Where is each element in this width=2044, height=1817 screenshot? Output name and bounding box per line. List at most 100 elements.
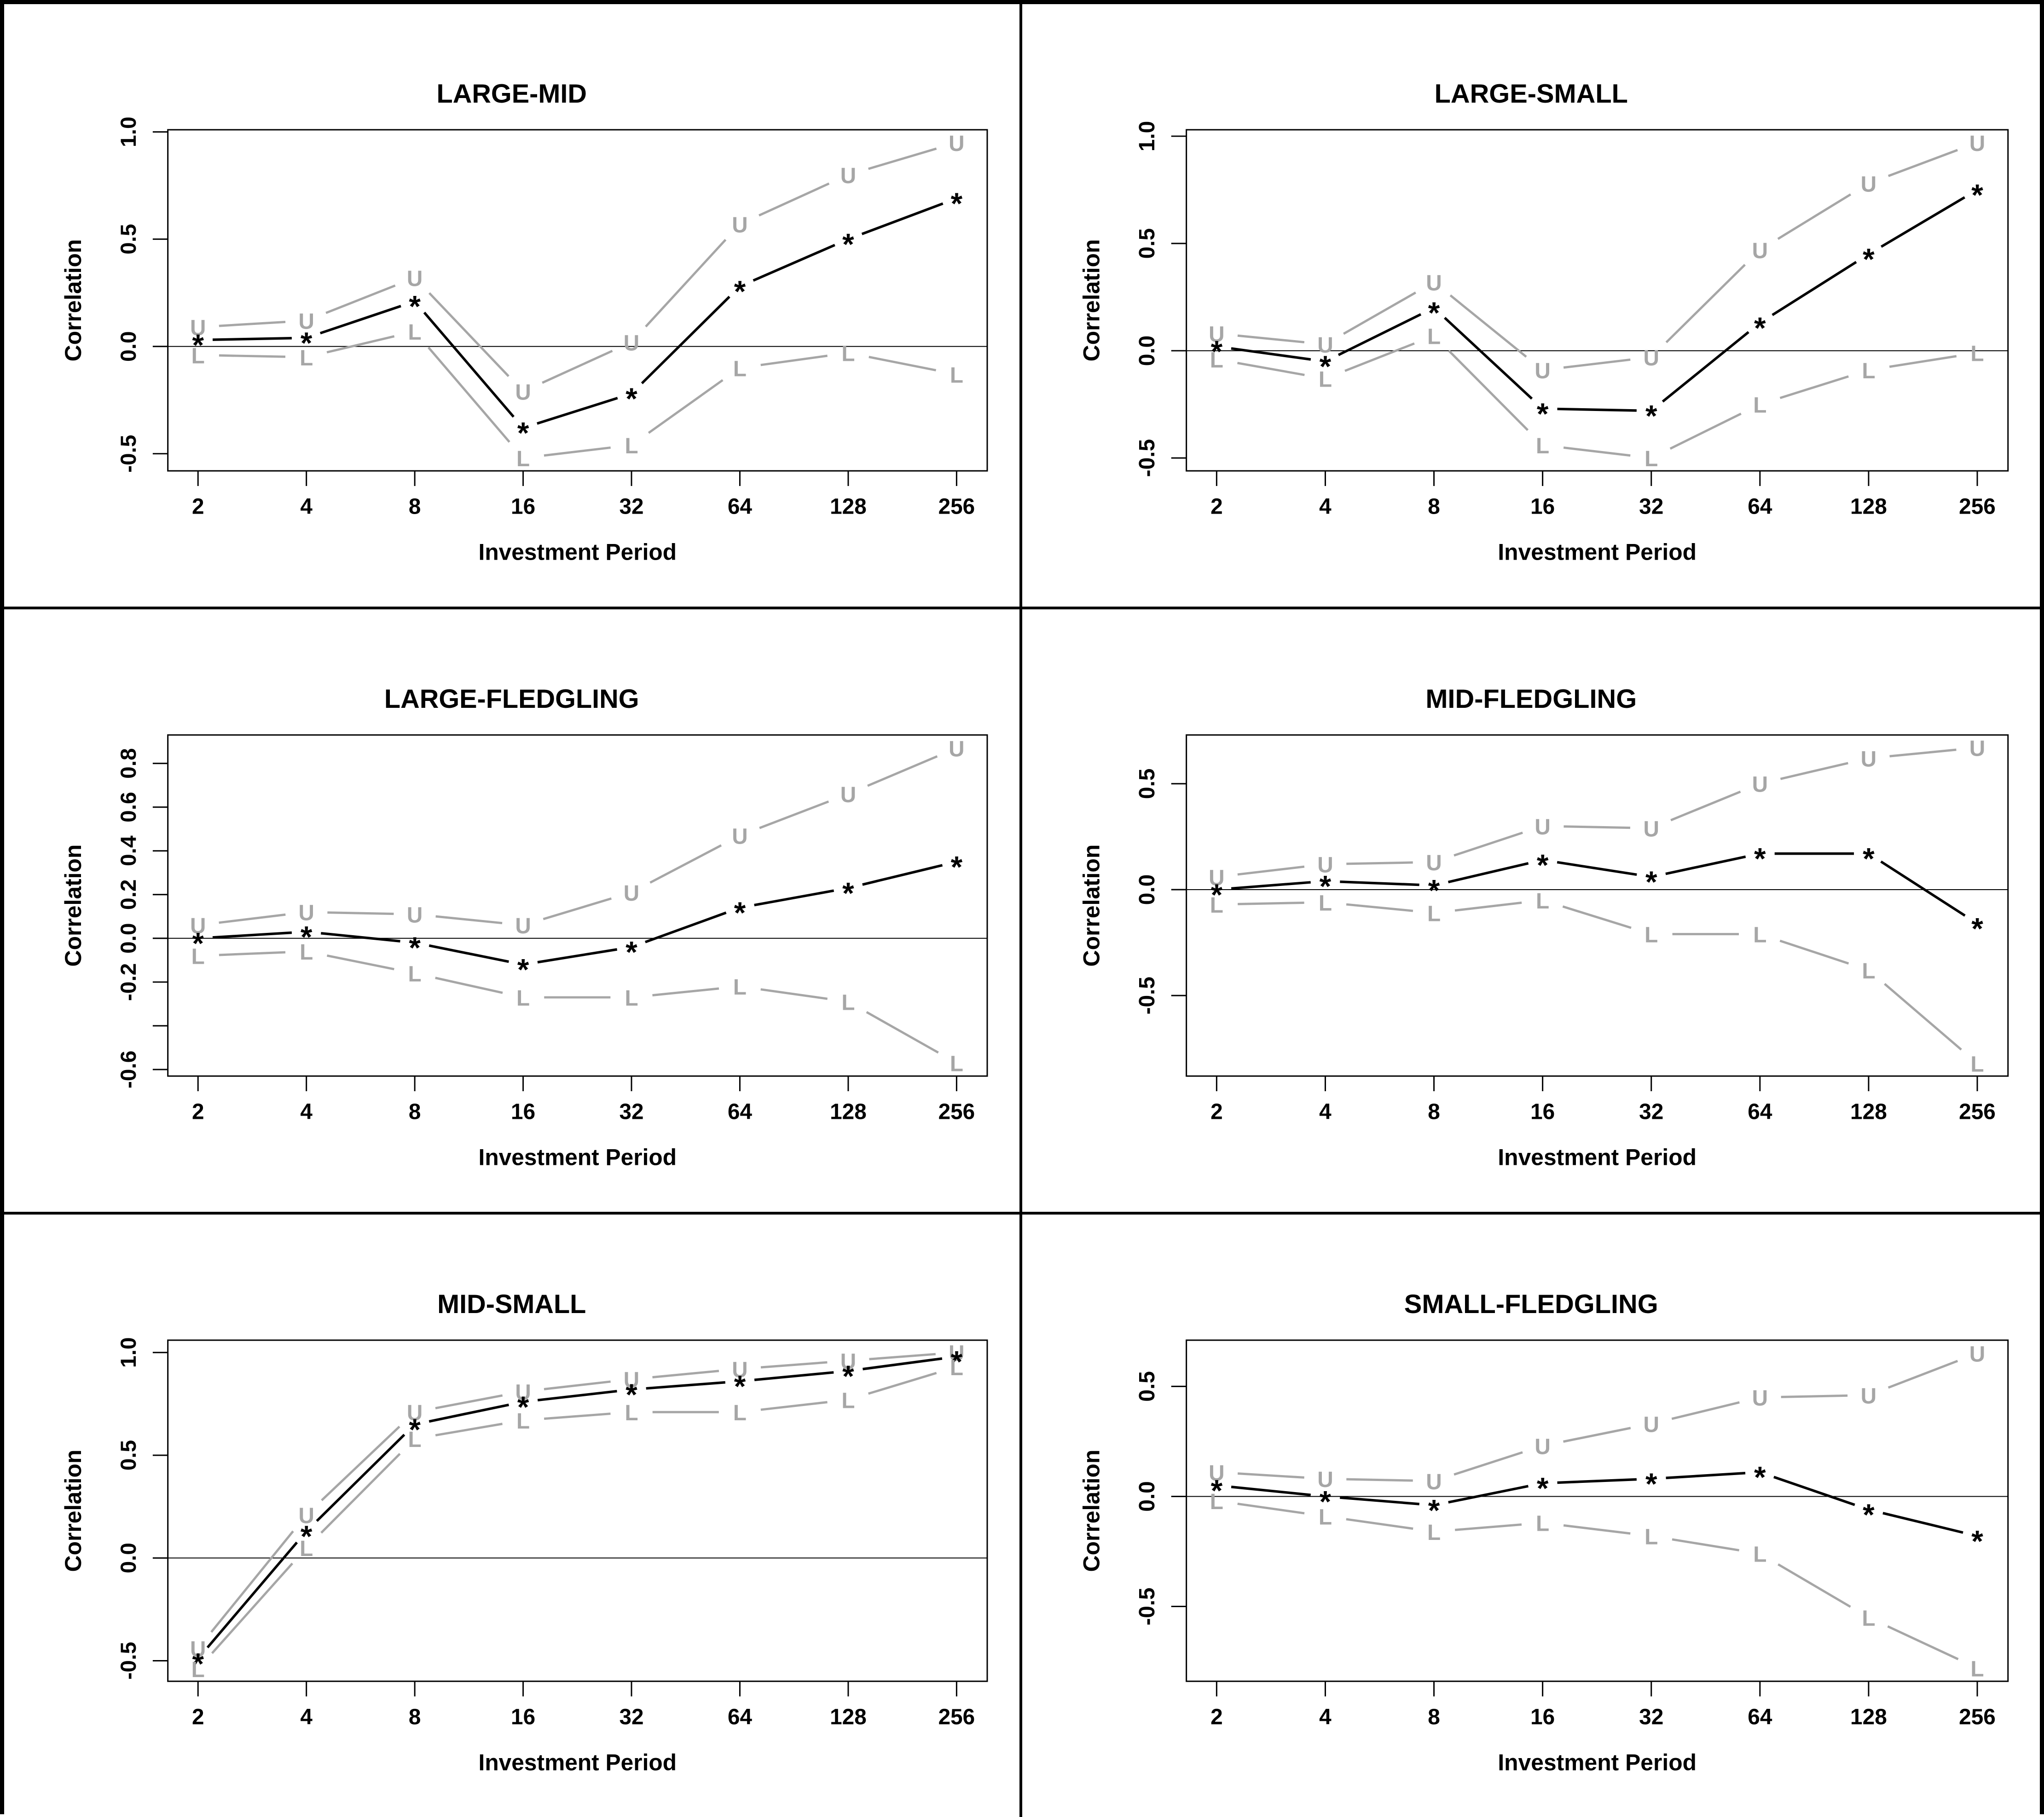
point-marker: * bbox=[625, 936, 637, 969]
x-tick-label: 16 bbox=[1530, 1705, 1555, 1730]
series-upper-markers: U U U U U U U U bbox=[190, 737, 965, 938]
upper-bound-marker: U bbox=[1860, 747, 1876, 771]
series-segment bbox=[754, 889, 834, 907]
series-segment bbox=[1672, 1538, 1739, 1551]
series-segment bbox=[1338, 313, 1421, 356]
y-tick-label: -0.5 bbox=[1135, 1587, 1159, 1625]
series-lower-markers: L L L L L L L L bbox=[1210, 889, 1984, 1076]
series-segment bbox=[867, 755, 938, 787]
series-mid-markers: * * * * * * * * bbox=[192, 850, 962, 986]
x-tick-label: 8 bbox=[409, 1100, 421, 1124]
series-mid-markers: * * * * * * * * bbox=[192, 1345, 962, 1680]
point-marker: * bbox=[1210, 1473, 1222, 1507]
upper-bound-marker: U bbox=[515, 1380, 531, 1405]
x-tick-label: 64 bbox=[728, 1100, 752, 1124]
point-marker: * bbox=[1319, 1484, 1331, 1518]
upper-bound-marker: U bbox=[1969, 132, 1985, 156]
series-segment bbox=[321, 932, 400, 943]
panel-mid-fledgling: MID-FLEDGLING Investment Period Correlat… bbox=[1022, 609, 2040, 1215]
x-axis-label: Investment Period bbox=[479, 1144, 677, 1170]
x-tick-label: 8 bbox=[409, 495, 421, 519]
series-segment bbox=[869, 356, 937, 371]
lower-bound-marker: L bbox=[1318, 891, 1332, 916]
x-tick-label: 8 bbox=[1428, 495, 1440, 519]
upper-bound-marker: U bbox=[1643, 346, 1659, 370]
panel-title: LARGE-MID bbox=[437, 79, 587, 109]
x-tick-label: 256 bbox=[938, 495, 975, 519]
x-tick-label: 2 bbox=[1210, 495, 1223, 519]
upper-bound-marker: U bbox=[1969, 736, 1985, 761]
x-tick-label: 2 bbox=[1210, 1705, 1223, 1730]
series-segment bbox=[649, 844, 722, 884]
upper-bound-marker: U bbox=[190, 914, 206, 938]
upper-bound-marker: U bbox=[407, 266, 423, 291]
x-tick-label: 4 bbox=[300, 1100, 313, 1124]
upper-bound-marker: U bbox=[1426, 1470, 1442, 1494]
series-segment bbox=[1346, 903, 1413, 912]
lower-bound-marker: L bbox=[408, 1428, 422, 1452]
lower-bound-marker: L bbox=[1210, 1490, 1223, 1514]
series-segment bbox=[319, 305, 401, 335]
x-tick-label: 32 bbox=[620, 1705, 644, 1730]
series-lower bbox=[219, 951, 939, 1054]
lower-bound-marker: L bbox=[408, 962, 422, 987]
x-tick-label: 128 bbox=[830, 495, 867, 519]
point-marker: * bbox=[301, 920, 313, 954]
point-marker: * bbox=[409, 1413, 421, 1447]
series-segment bbox=[641, 295, 730, 384]
upper-bound-marker: U bbox=[407, 1401, 423, 1425]
series-segment bbox=[645, 239, 727, 328]
series-upper-markers: U U U U U U U U bbox=[190, 132, 965, 405]
point-marker: * bbox=[842, 227, 854, 261]
series-segment bbox=[1670, 790, 1741, 822]
point-marker: * bbox=[1536, 848, 1548, 882]
lower-bound-marker: L bbox=[1970, 342, 1984, 366]
series-segment bbox=[1669, 412, 1742, 450]
series-segment bbox=[320, 1452, 401, 1534]
y-axis-label: Correlation bbox=[60, 1450, 86, 1572]
upper-bound-marker: U bbox=[515, 381, 531, 405]
series-segment bbox=[316, 1434, 405, 1522]
lower-bound-marker: L bbox=[1862, 359, 1875, 383]
point-marker: * bbox=[1645, 865, 1657, 899]
series-segment bbox=[1345, 1518, 1413, 1530]
plot-box bbox=[167, 1339, 988, 1682]
series-segment bbox=[435, 1423, 503, 1436]
series-upper bbox=[1237, 748, 1957, 876]
series-lower-markers: L L L L L L L L bbox=[191, 320, 963, 471]
series-segment bbox=[544, 1380, 611, 1390]
x-tick-label: 128 bbox=[1850, 495, 1887, 519]
series-mid bbox=[206, 1357, 943, 1649]
series-segment bbox=[435, 915, 503, 925]
small-fledgling-chart: SMALL-FLEDGLING Investment Period Correl… bbox=[1078, 1290, 2009, 1775]
series-segment bbox=[537, 948, 618, 964]
upper-bound-marker: U bbox=[1860, 1384, 1876, 1408]
upper-bound-marker: U bbox=[1426, 271, 1442, 295]
point-marker: * bbox=[1210, 878, 1222, 912]
y-tick-label: 0.5 bbox=[116, 1440, 141, 1470]
y-axis-label: Correlation bbox=[60, 239, 86, 362]
x-tick-label: 64 bbox=[1748, 1100, 1772, 1124]
series-segment bbox=[1557, 407, 1637, 412]
point-marker: * bbox=[409, 931, 421, 965]
series-segment bbox=[760, 354, 828, 366]
series-segment bbox=[1780, 762, 1848, 780]
upper-bound-marker: U bbox=[624, 881, 639, 906]
upper-bound-marker: U bbox=[1643, 1413, 1659, 1437]
upper-bound-marker: U bbox=[1534, 359, 1551, 383]
lower-bound-marker: L bbox=[1970, 1657, 1984, 1681]
series-segment bbox=[1880, 196, 1965, 248]
series-segment bbox=[212, 931, 292, 939]
series-segment bbox=[1671, 1401, 1740, 1420]
series-segment bbox=[1887, 1625, 1959, 1661]
x-tick-label: 32 bbox=[1639, 1705, 1663, 1730]
upper-bound-marker: U bbox=[732, 824, 747, 849]
series-upper bbox=[1237, 149, 1958, 369]
lower-bound-marker: L bbox=[1536, 889, 1549, 914]
series-segment bbox=[219, 951, 286, 956]
series-segment bbox=[1454, 901, 1522, 912]
upper-bound-marker: U bbox=[1860, 172, 1876, 197]
point-marker: * bbox=[409, 290, 421, 324]
upper-bound-marker: U bbox=[949, 737, 964, 761]
